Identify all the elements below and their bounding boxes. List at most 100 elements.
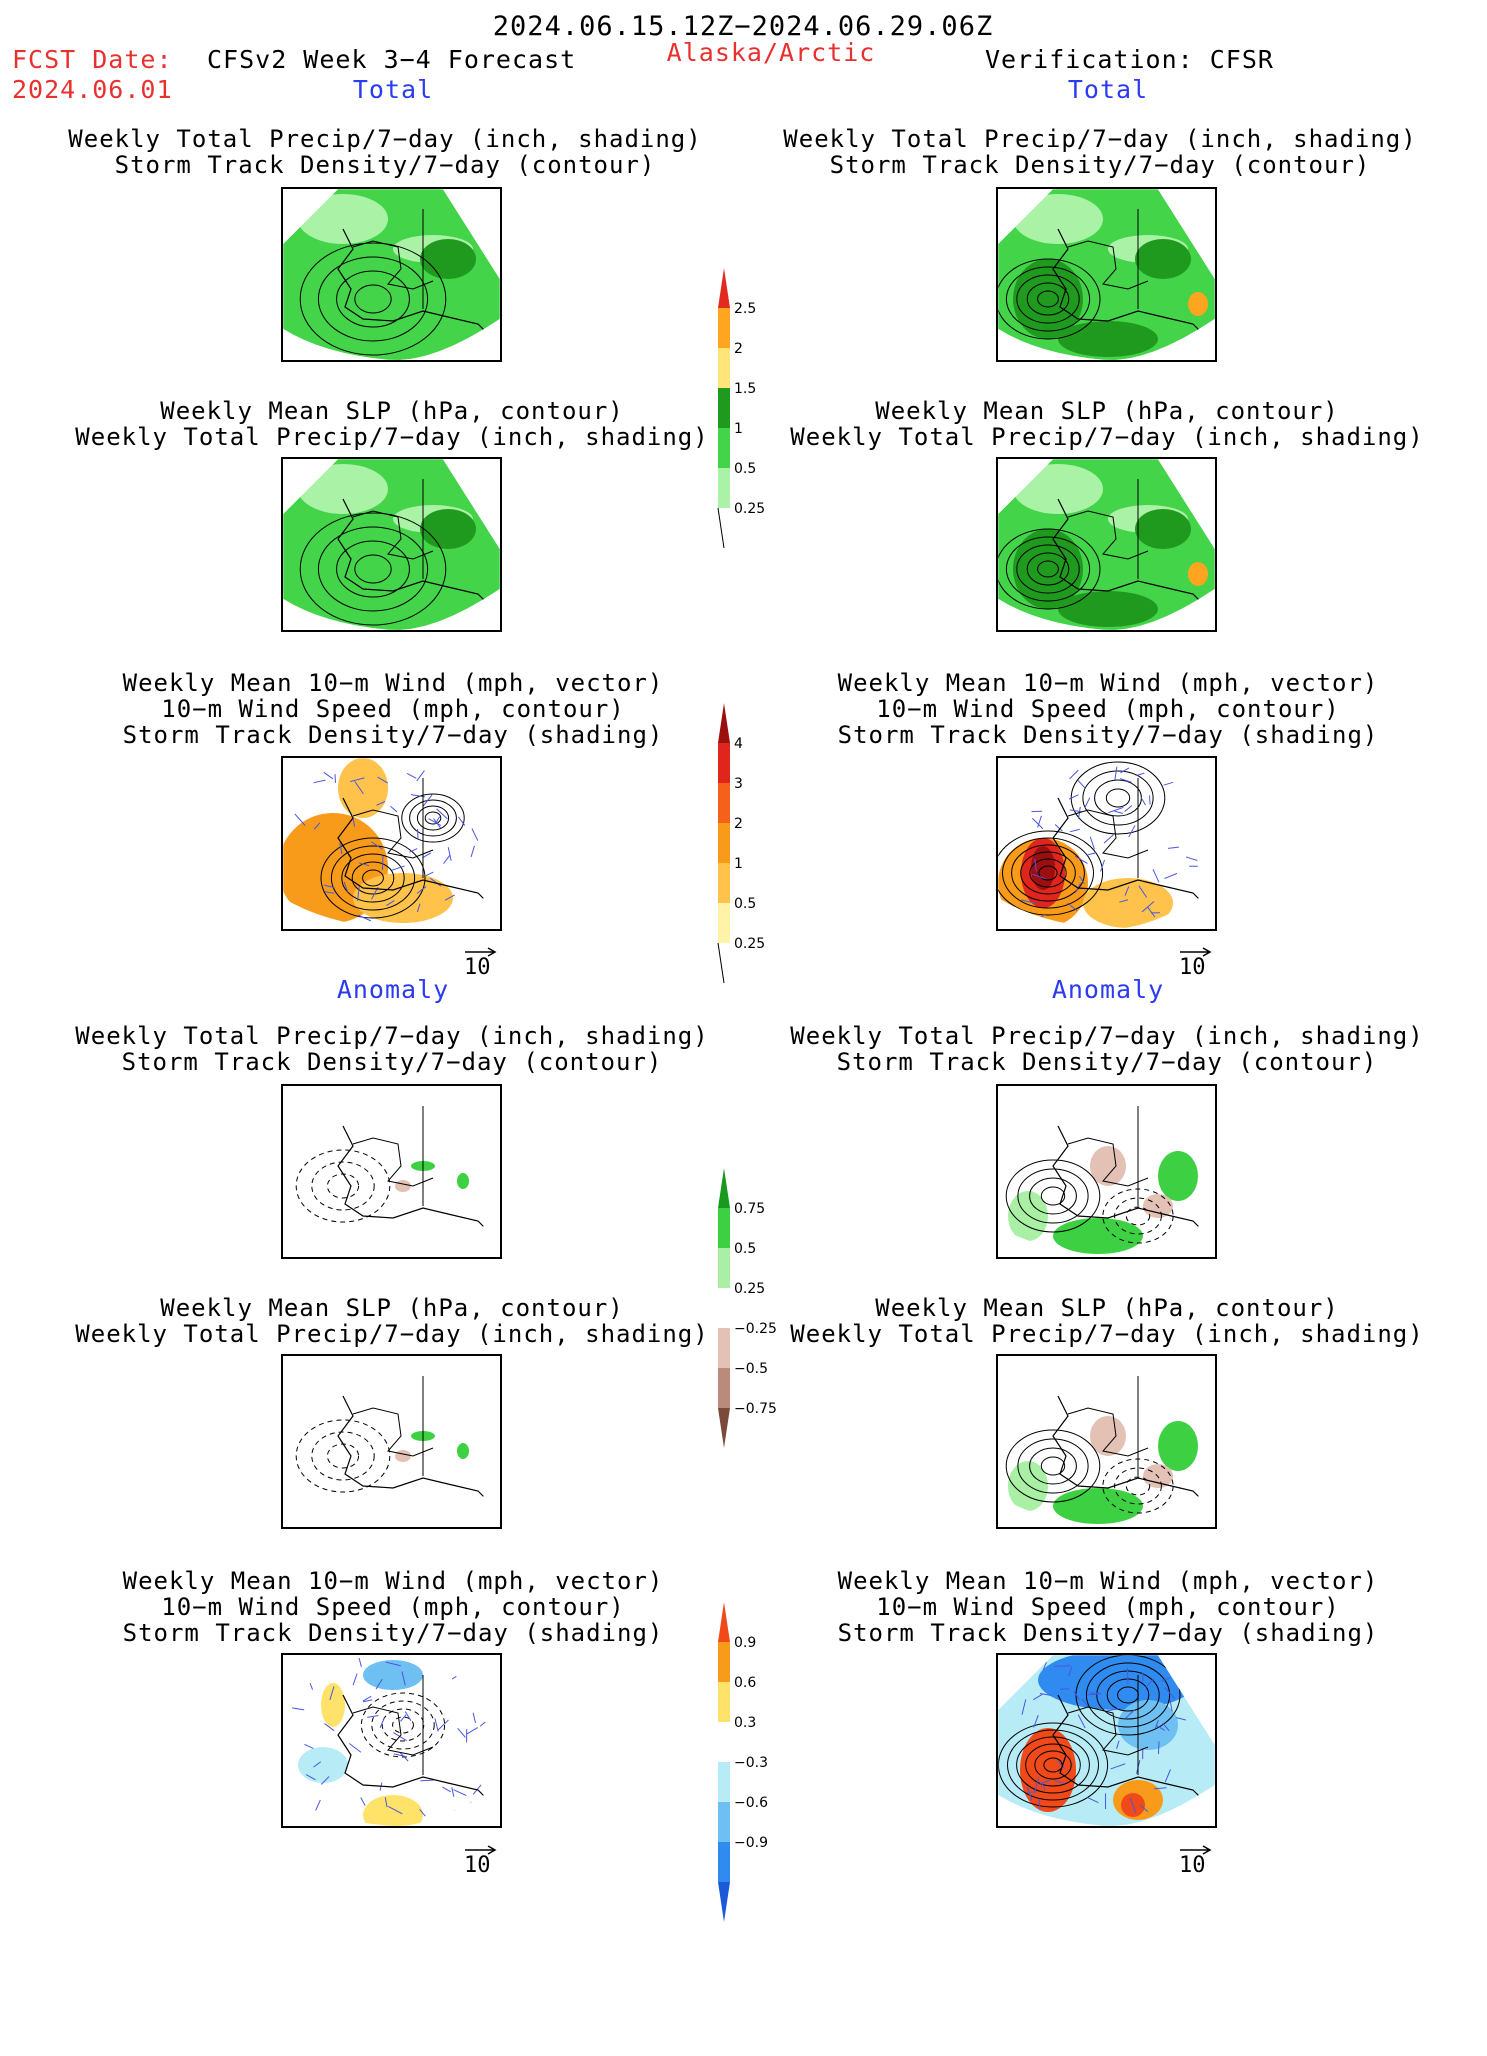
panel-title-r1-right: Weekly Total Precip/7−day (inch, shading… <box>783 126 1416 178</box>
map-r5-right <box>996 1354 1217 1529</box>
shade-region <box>363 1660 423 1690</box>
arrow-icon <box>1179 1845 1213 1855</box>
wind-vector <box>1184 1672 1186 1685</box>
map-graphic <box>283 189 500 360</box>
map-graphic <box>998 1356 1215 1527</box>
colorbar-tick-label: 1 <box>734 856 743 872</box>
panel-title-r4-left: Weekly Total Precip/7−day (inch, shading… <box>75 1023 708 1075</box>
panel-title-r1-left: Weekly Total Precip/7−day (inch, shading… <box>68 126 701 178</box>
shade-region <box>298 464 388 514</box>
shade-region <box>1188 292 1208 316</box>
section-total-right: Total <box>1068 77 1148 102</box>
shade-region <box>1118 1700 1178 1750</box>
panel-title-r5-right: Weekly Mean SLP (hPa, contour)Weekly Tot… <box>790 1295 1423 1347</box>
colorbar-tick-label: −0.75 <box>734 1401 777 1417</box>
map-graphic <box>283 459 500 630</box>
vector-scale-r6-left: 10 <box>464 1853 491 1878</box>
section-total-left: Total <box>353 77 433 102</box>
arrow-icon <box>464 1845 498 1855</box>
arrow-icon <box>1179 947 1213 957</box>
shade-region <box>1188 562 1208 586</box>
colorbar-graphic: 0.75 0.5 0.25 −0.25 −0.5 −0.75 <box>718 1168 788 1578</box>
vector-scale-r6-right: 10 <box>1179 1853 1206 1878</box>
map-r3-left <box>281 756 502 931</box>
panel-title-r5-left: Weekly Mean SLP (hPa, contour)Weekly Tot… <box>75 1295 708 1347</box>
shade-region <box>353 873 453 923</box>
map-r4-right <box>996 1084 1217 1259</box>
shade-region <box>1053 1218 1143 1254</box>
map-graphic <box>998 459 1215 630</box>
wind-vector <box>1087 1694 1101 1695</box>
panel-title-r4-right: Weekly Total Precip/7−day (inch, shading… <box>790 1023 1423 1075</box>
map-r2-right <box>996 457 1217 632</box>
colorbar-tick-label: 1 <box>734 421 743 437</box>
colorbar-tick-label: 2 <box>734 816 743 832</box>
map-r5-left <box>281 1354 502 1529</box>
colorbar-tick-label: 3 <box>734 776 743 792</box>
wind-vector <box>1039 1799 1040 1810</box>
colorbar-tick-label: −0.5 <box>734 1361 768 1377</box>
panel-title-r6-right: Weekly Mean 10−m Wind (mph, vector)10−m … <box>838 1568 1379 1646</box>
shade-region <box>395 1180 411 1192</box>
panel-title-r3-left: Weekly Mean 10−m Wind (mph, vector)10−m … <box>123 670 664 748</box>
arrow-icon <box>464 947 498 957</box>
section-anomaly-left: Anomaly <box>337 977 449 1002</box>
verification-title: Verification: CFSR <box>985 47 1274 72</box>
shade-region <box>298 194 388 244</box>
colorbar-tick-label: 0.25 <box>734 1281 765 1297</box>
colorbar-tick-label: 0.25 <box>734 501 765 517</box>
colorbar-tick-label: 2 <box>734 341 743 357</box>
wind-vector <box>1127 1668 1128 1684</box>
map-r1-left <box>281 187 502 362</box>
shade-region <box>420 509 476 549</box>
colorbar-tick-label: 0.75 <box>734 1201 765 1217</box>
map-r4-left <box>281 1084 502 1259</box>
shade-region <box>1135 239 1191 279</box>
map-graphic <box>283 1356 500 1527</box>
wind-vector <box>482 771 491 782</box>
panel-title-r6-left: Weekly Mean 10−m Wind (mph, vector)10−m … <box>123 1568 664 1646</box>
map-graphic <box>998 1086 1215 1257</box>
colorbar-tick-label: 1.5 <box>734 381 756 397</box>
vector-scale-r3-right: 10 <box>1179 955 1206 980</box>
colorbar-tick-label: 4 <box>734 736 743 752</box>
shade-region <box>1013 464 1103 514</box>
wind-vector <box>1054 1666 1070 1667</box>
colorbar-graphic: 0.90.60.3−0.3−0.6−0.9 <box>718 1602 788 2052</box>
map-graphic <box>283 758 500 929</box>
panel-title-r3-right: Weekly Mean 10−m Wind (mph, vector)10−m … <box>838 670 1379 748</box>
vector-scale-r3-left: 10 <box>464 955 491 980</box>
colorbar-tick-label: −0.6 <box>734 1795 768 1811</box>
shade-region <box>1053 1488 1143 1524</box>
wind-vector <box>1060 1689 1069 1690</box>
section-anomaly-right: Anomaly <box>1052 977 1164 1002</box>
shade-region <box>298 1747 348 1783</box>
map-r1-right <box>996 187 1217 362</box>
shade-region <box>1013 194 1103 244</box>
map-r2-left <box>281 457 502 632</box>
map-r6-right <box>996 1653 1217 1828</box>
colorbar-graphic: 2.521.510.50.25 <box>718 268 788 598</box>
wind-vector <box>1158 1741 1159 1753</box>
fcst-date-value: 2024.06.01 <box>12 77 173 102</box>
map-graphic <box>283 1655 500 1826</box>
colorbar-tick-label: 0.5 <box>734 1241 756 1257</box>
map-graphic <box>998 1655 1215 1826</box>
wind-vector <box>470 1802 471 1815</box>
panel-title-r2-left: Weekly Mean SLP (hPa, contour)Weekly Tot… <box>75 398 708 450</box>
map-r3-right <box>996 756 1217 931</box>
wind-vector <box>382 856 383 870</box>
date-range-title: 2024.06.15.12Z−2024.06.29.06Z <box>493 13 993 40</box>
wind-vector <box>1150 795 1151 804</box>
shade-region <box>1058 321 1158 357</box>
shade-region <box>457 1443 469 1459</box>
colorbar-tick-label: 0.5 <box>734 896 756 912</box>
colorbar-tick-label: −0.3 <box>734 1755 768 1771</box>
colorbar-tick-label: −0.25 <box>734 1321 777 1337</box>
region-title: Alaska/Arctic <box>667 40 876 65</box>
panel-title-r2-right: Weekly Mean SLP (hPa, contour)Weekly Tot… <box>790 398 1423 450</box>
shade-region <box>420 239 476 279</box>
